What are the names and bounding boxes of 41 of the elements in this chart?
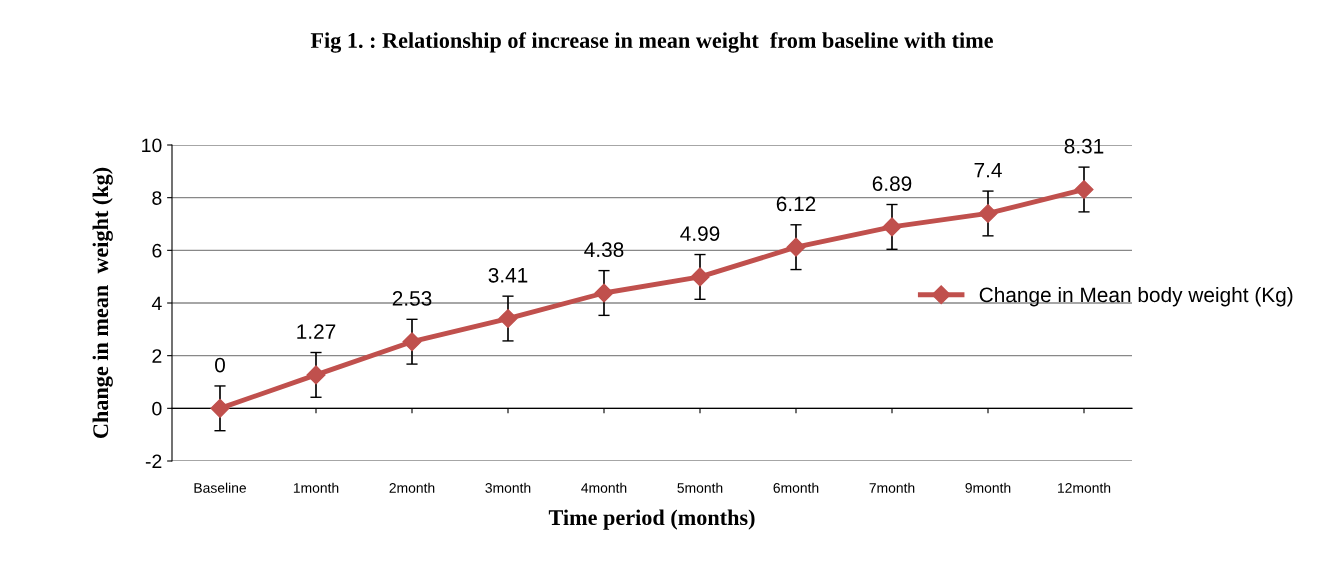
x-tick-label: 7month	[869, 482, 915, 493]
x-tick-label: 5month	[677, 482, 723, 493]
y-axis-title: Change in mean weight (kg)	[92, 167, 113, 439]
y-tick-label: 10	[142, 138, 162, 153]
data-label: 4.38	[584, 242, 624, 258]
data-label: 2.53	[392, 291, 432, 306]
x-tick-label: 9month	[965, 482, 1011, 493]
point	[978, 203, 998, 224]
x-tick-label: 3month	[485, 482, 531, 493]
data-label: 3.41	[488, 267, 528, 283]
x-tick-label: Baseline	[194, 482, 247, 493]
y-tick-label: 6	[152, 243, 162, 258]
data-label: 4.99	[680, 226, 720, 242]
y-tick-label: 4	[151, 296, 162, 311]
point	[594, 283, 614, 303]
x-tick-label: 4month	[581, 482, 627, 493]
data-label: 1.27	[297, 324, 336, 339]
point	[210, 398, 230, 418]
x-axis-title: Time period (months)	[548, 509, 755, 530]
point	[402, 332, 422, 352]
y-tick-label: 0	[152, 401, 162, 416]
y-tick-label: 8	[152, 191, 162, 205]
point	[786, 237, 806, 257]
legend-label: Change in Mean body weight (Kg)	[979, 286, 1293, 307]
data-label: 6.89	[872, 176, 912, 191]
point	[498, 309, 518, 329]
x-tick-label: 12month	[1058, 482, 1111, 493]
x-tick-label: 2month	[389, 482, 435, 493]
data-label: 6.12	[776, 196, 816, 212]
chart-title: Fig 1. : Relationship of increase in mean weight from baseline with time	[310, 32, 993, 53]
data-label: 7.4	[974, 163, 1002, 178]
x-tick-label: 1month	[293, 482, 339, 493]
point	[882, 217, 902, 237]
data-label: 0	[215, 357, 225, 373]
x-tick-label: 6month	[773, 482, 819, 493]
point	[690, 267, 710, 287]
y-tick-label: 2	[152, 349, 162, 363]
point	[1074, 179, 1094, 200]
y-tick-label: -2	[145, 454, 162, 469]
point	[306, 365, 326, 385]
data-label: 8.31	[1064, 138, 1104, 154]
